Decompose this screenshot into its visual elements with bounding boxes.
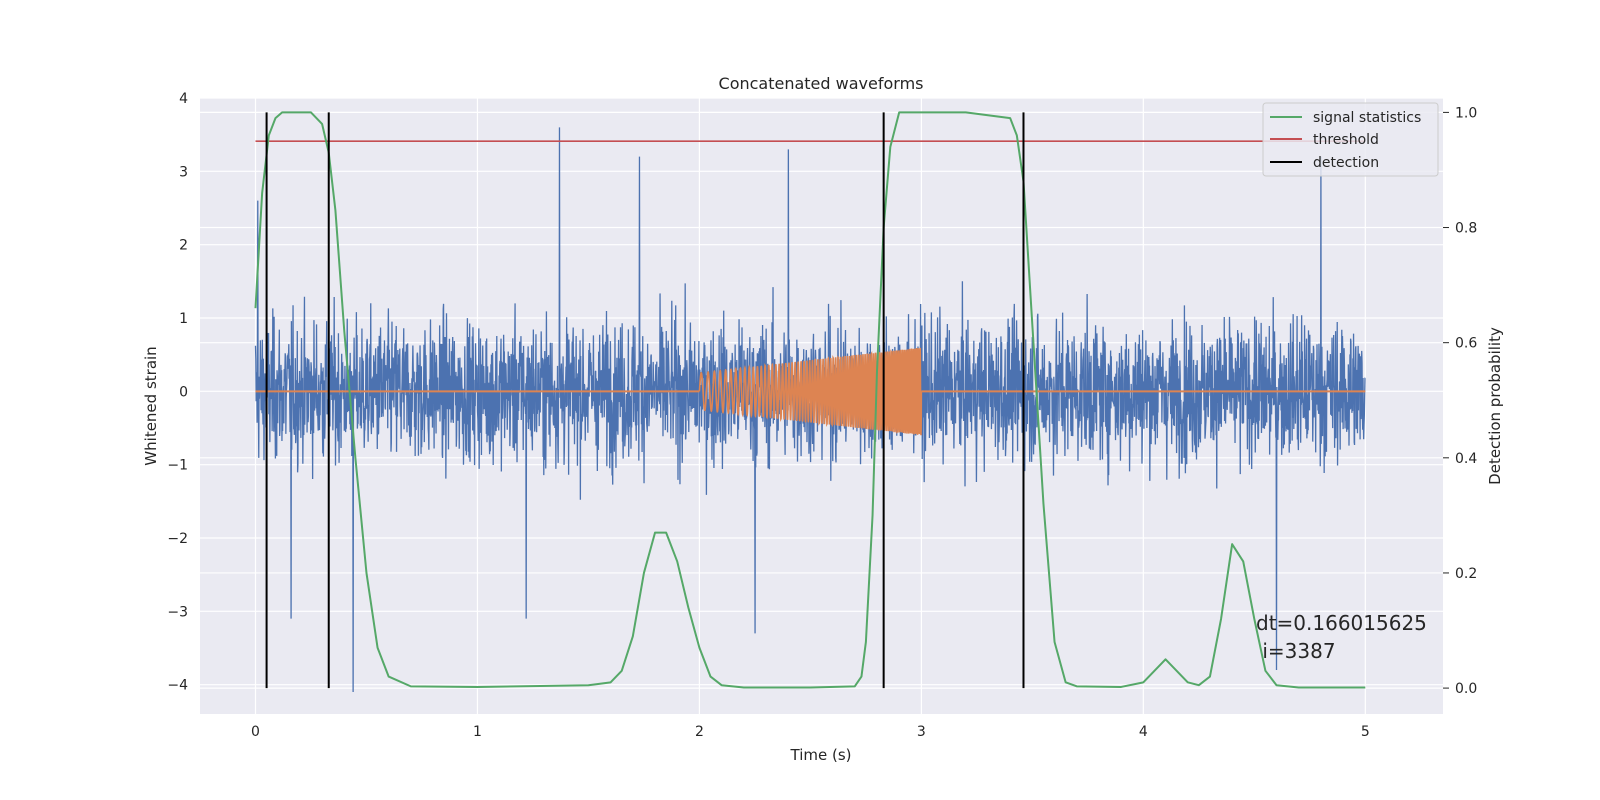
y-tick-label: −1 xyxy=(167,458,188,474)
y-tick-label: −2 xyxy=(167,531,188,547)
legend-box xyxy=(1262,102,1439,177)
y-tick-label: 1 xyxy=(179,311,188,327)
chart-title: Concatenated waveforms xyxy=(719,74,924,93)
y-axis-title: Whitened strain xyxy=(142,346,160,465)
y-tick-label: 2 xyxy=(179,238,188,254)
x-axis-title: Time (s) xyxy=(790,746,852,764)
y-tick-label: −3 xyxy=(167,604,188,620)
legend: signal statistics threshold detection xyxy=(1262,102,1439,177)
annotation-index: i=3387 xyxy=(1256,639,1336,663)
series-signal-statistics xyxy=(254,111,1366,689)
y2-axis-title: Detection probability xyxy=(1486,327,1504,485)
y2-tick-label: 0.8 xyxy=(1455,221,1477,237)
x-tick-label: 5 xyxy=(1361,724,1370,740)
plot-series xyxy=(254,111,1366,693)
legend-label-detection: detection xyxy=(1313,155,1379,171)
x-tick-label: 4 xyxy=(1139,724,1148,740)
annotation-dt: dt=0.166015625 xyxy=(1256,611,1427,635)
y-tick-label: 4 xyxy=(179,91,188,107)
y2-tick-label: 1.0 xyxy=(1455,105,1477,121)
ticks: 0 1 2 3 4 5 −4 −3 −2 −1 0 1 2 3 4 0.0 0.2 0.4 0.6 0.8 1.0 xyxy=(167,91,1477,740)
x-tick-label: 0 xyxy=(251,724,260,740)
y-tick-label: 0 xyxy=(179,384,188,400)
legend-label-threshold: threshold xyxy=(1313,132,1379,148)
y-tick-label: −4 xyxy=(167,678,188,694)
y2-tick-label: 0.6 xyxy=(1455,336,1477,352)
x-tick-label: 1 xyxy=(473,724,482,740)
series-whitened-strain xyxy=(254,127,1366,693)
legend-label-signal-statistics: signal statistics xyxy=(1313,110,1421,126)
y2-tick-label: 0.4 xyxy=(1455,451,1477,467)
y2-tick-label: 0.2 xyxy=(1455,566,1477,582)
x-tick-label: 3 xyxy=(917,724,926,740)
y-tick-label: 3 xyxy=(179,164,188,180)
x-tick-label: 2 xyxy=(695,724,704,740)
y2-tick-label: 0.0 xyxy=(1455,681,1477,697)
